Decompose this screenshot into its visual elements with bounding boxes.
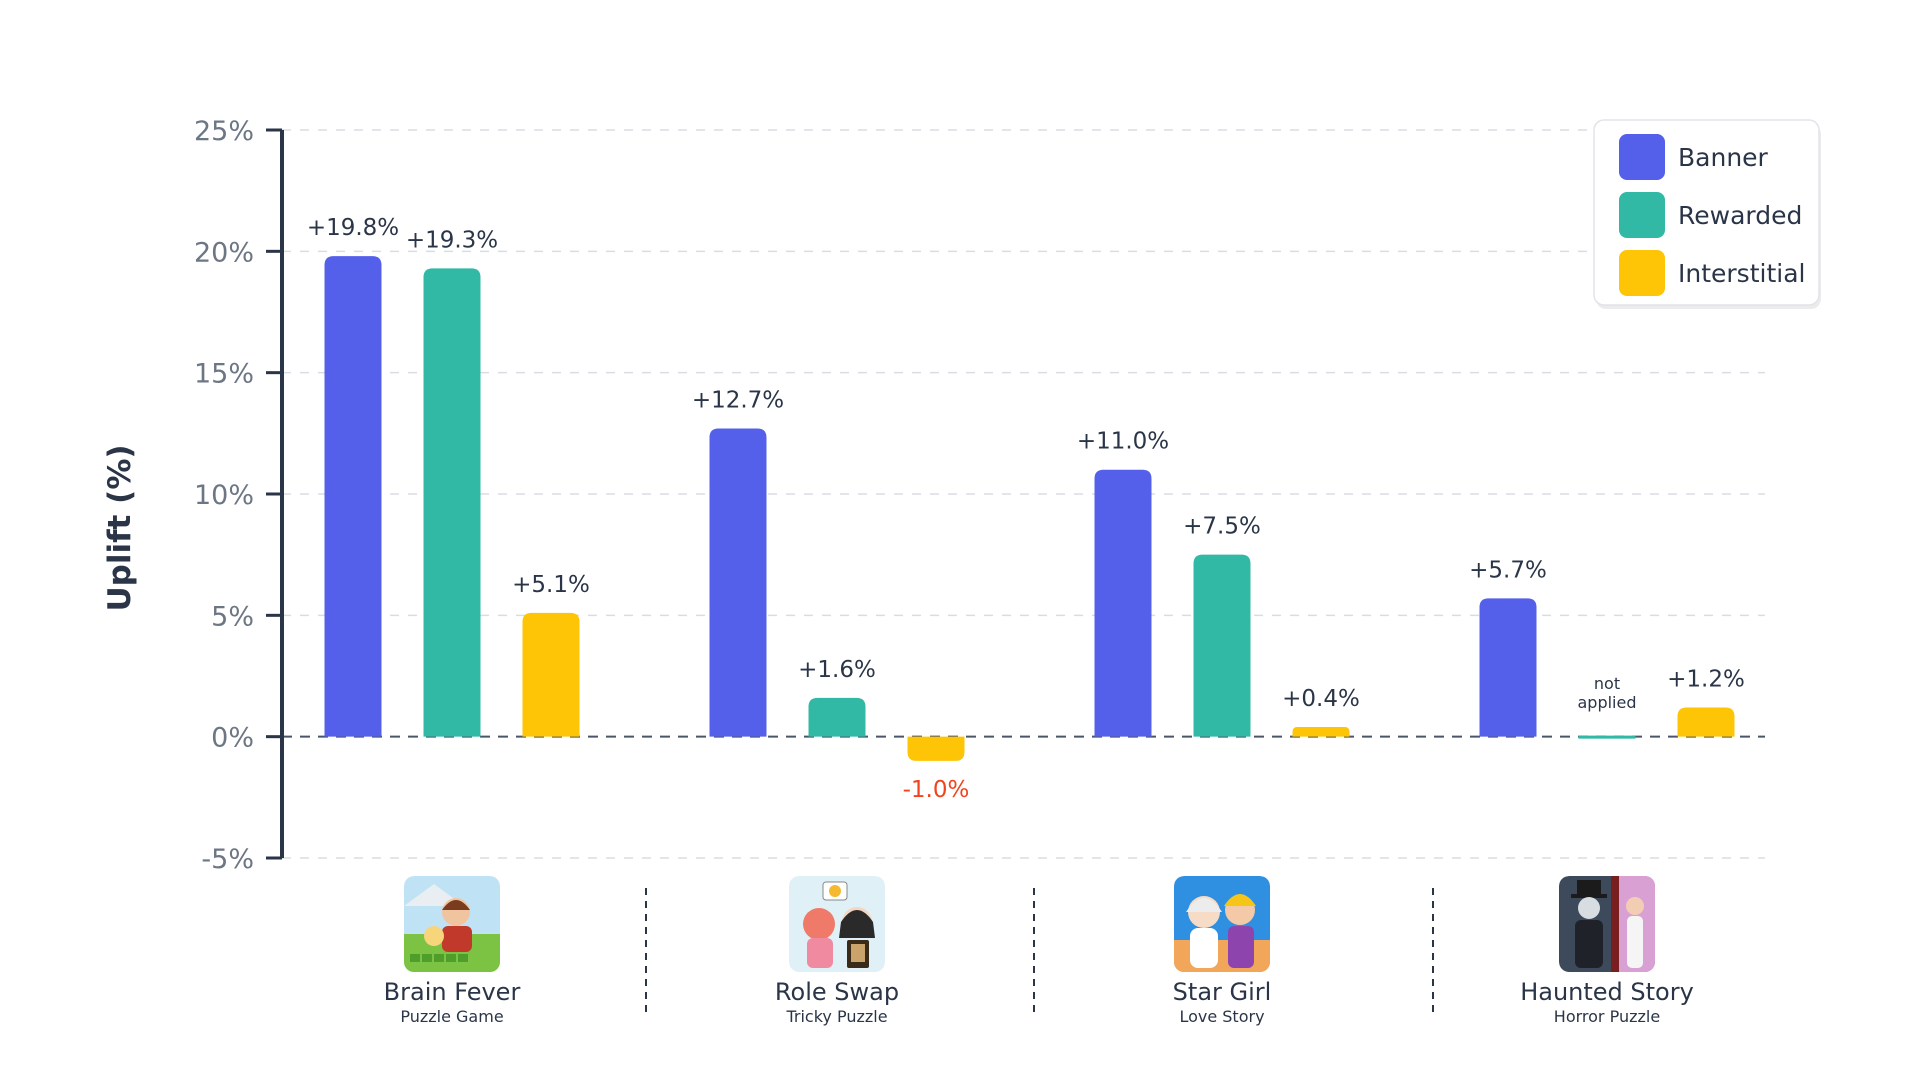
- data-label: +1.2%: [1667, 667, 1745, 693]
- bar-interstitial-brain-fever: [522, 612, 580, 737]
- y-tick-label: 15%: [194, 359, 254, 390]
- legend-swatch-rewarded: [1619, 192, 1665, 238]
- bar-rewarded-haunted-story: [1578, 735, 1636, 739]
- data-label: -1.0%: [903, 777, 970, 803]
- data-label: +0.4%: [1282, 686, 1360, 712]
- data-label: +1.6%: [798, 657, 876, 683]
- legend: Banner Rewarded Interstitial: [1593, 119, 1821, 309]
- legend-swatch-banner: [1619, 134, 1665, 180]
- category-subtitle: Horror Puzzle: [1554, 1007, 1660, 1026]
- not-applied-label: not: [1594, 674, 1620, 693]
- data-label: +11.0%: [1077, 429, 1169, 455]
- role-swap-app-icon: [789, 876, 885, 972]
- bar-interstitial-haunted-story: [1677, 707, 1735, 737]
- star-girl-app-icon: [1174, 876, 1270, 972]
- y-tick-label: 20%: [194, 237, 254, 268]
- y-axis-title: Uplift (%): [102, 444, 138, 611]
- bar-banner-role-swap: [709, 428, 767, 737]
- bar-rewarded-brain-fever: [423, 268, 481, 737]
- category-subtitle: Puzzle Game: [400, 1007, 503, 1026]
- bar-interstitial-role-swap: [907, 736, 965, 761]
- brain-fever-app-icon: [404, 876, 500, 972]
- legend-label-interstitial: Interstitial: [1678, 259, 1805, 288]
- data-label: +19.8%: [307, 215, 399, 241]
- category-subtitle: Tricky Puzzle: [785, 1007, 887, 1026]
- data-label: +5.1%: [512, 572, 590, 598]
- data-label: +5.7%: [1469, 557, 1547, 583]
- category-label: Star Girl: [1173, 978, 1272, 1006]
- category-label: Brain Fever: [384, 978, 521, 1006]
- category-subtitle: Love Story: [1179, 1007, 1264, 1026]
- y-tick-label: 0%: [211, 723, 254, 754]
- bar-rewarded-role-swap: [808, 697, 866, 737]
- bar-banner-haunted-story: [1479, 598, 1537, 737]
- category-label: Role Swap: [775, 978, 899, 1006]
- data-label: +7.5%: [1183, 514, 1261, 540]
- bar-rewarded-star-girl: [1193, 554, 1251, 737]
- y-tick-label: 10%: [194, 480, 254, 511]
- bar-banner-star-girl: [1094, 469, 1152, 737]
- legend-label-banner: Banner: [1678, 143, 1769, 172]
- haunted-story-app-icon: [1559, 876, 1655, 972]
- legend-label-rewarded: Rewarded: [1678, 201, 1802, 230]
- not-applied-label: applied: [1577, 693, 1636, 712]
- data-label: +19.3%: [406, 227, 498, 253]
- data-label: +12.7%: [692, 387, 784, 413]
- legend-swatch-interstitial: [1619, 250, 1665, 296]
- y-tick-label: 5%: [211, 601, 254, 632]
- y-tick-label: -5%: [201, 844, 254, 875]
- y-tick-label: 25%: [194, 116, 254, 147]
- category-label: Haunted Story: [1520, 978, 1694, 1006]
- bar-interstitial-star-girl: [1292, 726, 1350, 737]
- bar-banner-brain-fever: [324, 256, 382, 737]
